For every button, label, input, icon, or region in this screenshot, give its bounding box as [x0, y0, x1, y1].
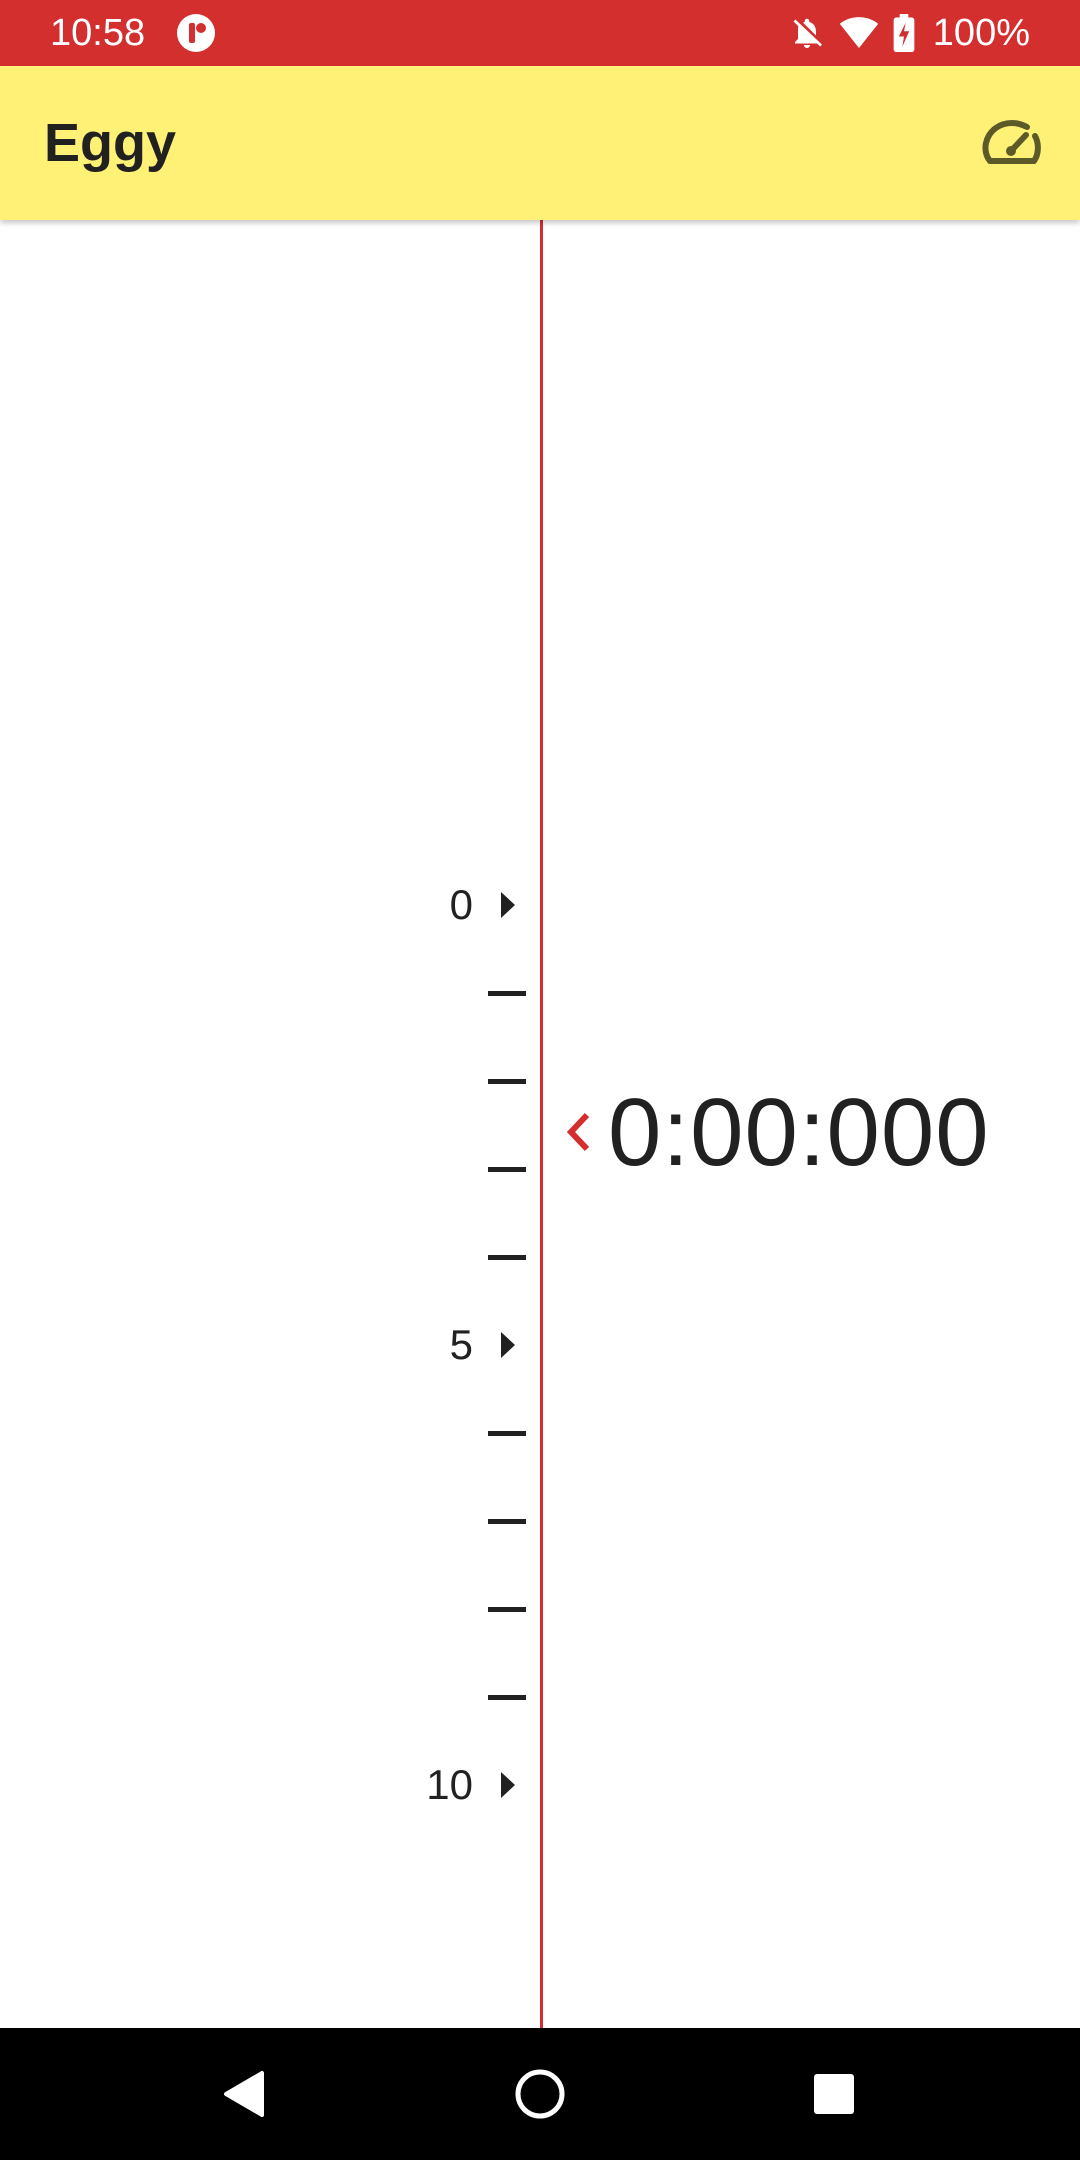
recents-button[interactable]: [794, 2054, 874, 2134]
tick-mark: [488, 991, 526, 996]
app-title: Eggy: [44, 113, 177, 173]
status-icons: 100%: [789, 8, 1030, 58]
timeline[interactable]: 0 5 10 0:00:000: [0, 220, 1080, 2028]
status-time: 10:58: [50, 12, 146, 54]
tick-mark: [488, 1695, 526, 1700]
back-icon: [224, 2071, 264, 2117]
timeline-line: [540, 220, 543, 2028]
battery-percentage: 100%: [932, 12, 1030, 54]
app-bar: Eggy: [0, 66, 1080, 220]
tick-label: 10: [426, 1761, 473, 1808]
status-bar: 10:58 100%: [0, 0, 1080, 66]
tick-mark: [488, 1431, 526, 1436]
home-icon: [515, 2069, 565, 2119]
tick-arrow-icon: [501, 1772, 515, 1798]
tick-arrow-icon: [501, 892, 515, 918]
tick-label: 0: [449, 881, 473, 928]
timer-marker-icon: [566, 1112, 590, 1152]
notifications-off-icon: [793, 18, 822, 48]
tick-mark: [488, 1519, 526, 1524]
tick-arrow-icon: [501, 1332, 515, 1358]
app-notification-icon: [177, 14, 215, 52]
back-button[interactable]: [204, 2054, 284, 2134]
tick-mark: [488, 1167, 526, 1172]
speedometer-button[interactable]: [972, 103, 1052, 183]
tick-mark: [488, 1255, 526, 1260]
tick-mark: [488, 1607, 526, 1612]
timer-readout: 0:00:000: [608, 1079, 990, 1186]
recents-icon: [814, 2074, 854, 2114]
navigation-bar: [0, 2028, 1080, 2160]
home-button[interactable]: [500, 2054, 580, 2134]
tick-mark: [488, 1079, 526, 1084]
wifi-icon: [839, 17, 878, 48]
tick-label: 5: [449, 1321, 473, 1368]
speedometer-icon: [982, 119, 1041, 164]
battery-charging-icon: [893, 14, 915, 52]
